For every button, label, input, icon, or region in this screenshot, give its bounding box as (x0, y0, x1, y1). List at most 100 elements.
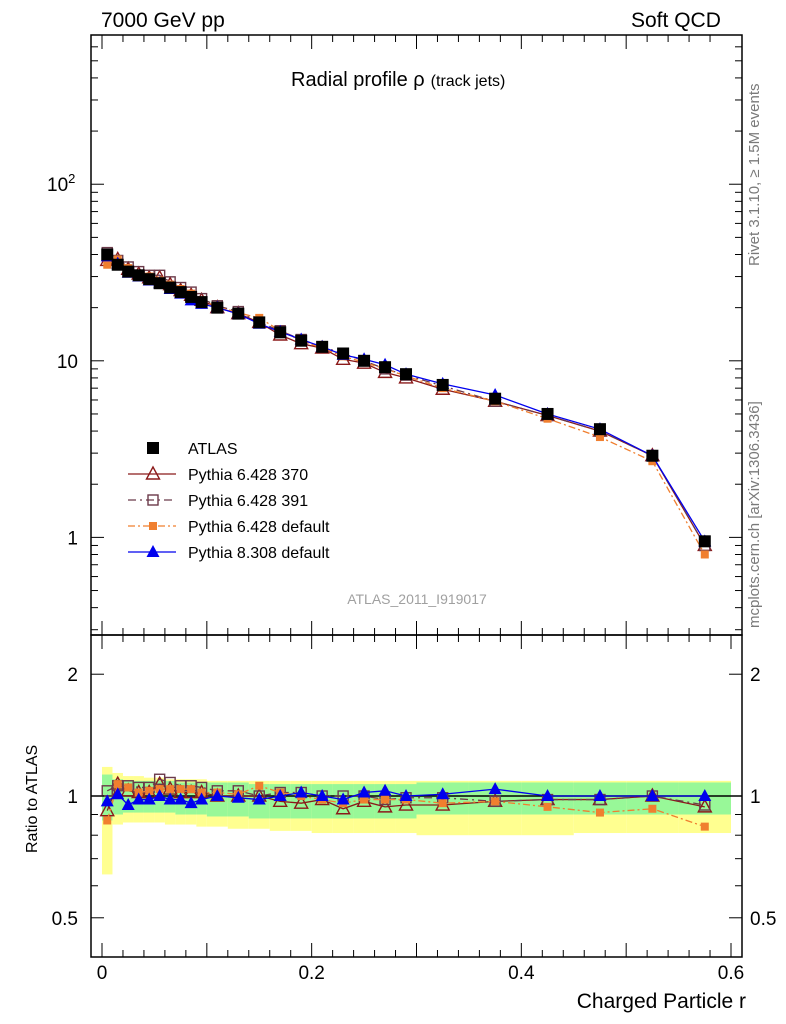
ratio-point (697, 798, 713, 813)
ratio-y-tick-label: 2 (67, 665, 78, 686)
ratio-point (174, 792, 188, 805)
data-point (593, 423, 606, 436)
data-point (164, 281, 177, 294)
series-atlas (101, 248, 711, 548)
ratio-y-axis: 0.5 0.5 1 1 2 2 (52, 665, 776, 958)
data-point (195, 296, 208, 309)
ratio-point (100, 794, 114, 807)
data-point (337, 347, 350, 360)
data-point (132, 269, 145, 282)
ratio-point (187, 785, 196, 794)
legend-label: ATLAS (188, 441, 238, 458)
ratio-point (648, 804, 657, 813)
legend-item-pythia-8-308-default: Pythia 8.308 default (128, 545, 330, 562)
ratio-point (153, 789, 167, 801)
ratio-point (124, 783, 133, 792)
main-panel: 1 10 102 Radial profile ρ (track jets) ATLA… (47, 34, 743, 636)
ratio-point (315, 789, 329, 801)
ratio-point (335, 800, 351, 815)
data-point (153, 277, 166, 290)
data-point (211, 301, 224, 314)
ratio-point (360, 795, 369, 804)
data-point (646, 449, 659, 462)
ratio-bands (91, 766, 742, 875)
ratio-point (491, 797, 500, 806)
ratio-point (231, 790, 245, 803)
ratio-point (541, 789, 555, 801)
legend-marker (147, 494, 159, 506)
ratio-x-axis: 0 0.2 0.4 0.6 (97, 635, 744, 984)
ratio-point (255, 781, 264, 790)
ratio-point (197, 788, 206, 797)
ratio-point (166, 785, 175, 794)
ratio-y-tick-label-right: 0.5 (750, 909, 776, 930)
data-point (143, 273, 156, 286)
ratio-point (103, 816, 112, 825)
data-point (122, 265, 135, 278)
legend-label: Pythia 6.428 391 (188, 493, 308, 510)
ratio-y-axis-label: Ratio to ATLAS (24, 745, 41, 853)
ratio-point (111, 787, 125, 800)
x-tick-label: 0.2 (298, 963, 324, 984)
main-y-tick-label: 1 (67, 528, 78, 549)
legend: ATLAS Pythia 6.428 370 Pythia 6.428 391 Pyt… (128, 441, 330, 562)
data-point (295, 334, 308, 347)
data-point (595, 433, 604, 442)
ratio-point (121, 798, 135, 811)
ratio-panel: 0.5 0.5 1 1 2 2 0 0.2 0.4 0.6 Ratio to ATLAS Cha… (24, 634, 776, 1013)
ratio-point (163, 792, 177, 805)
ratio-y-tick-label: 1 (67, 787, 78, 808)
legend-marker (147, 442, 159, 454)
ratio-point (145, 786, 154, 795)
data-point (400, 368, 413, 381)
ratio-point (698, 789, 712, 801)
ratio-point (273, 789, 287, 801)
data-point (541, 407, 554, 420)
ratio-point (377, 798, 393, 813)
ratio-point (645, 789, 659, 801)
category-label: Soft QCD (631, 9, 721, 32)
ratio-point (438, 799, 447, 808)
ratio-series-group (99, 773, 713, 831)
ratio-point (399, 789, 413, 801)
data-point (185, 290, 198, 303)
ratio-point (113, 780, 122, 789)
ratio-point (176, 785, 185, 794)
ratio-y-tick-label: 0.5 (52, 909, 78, 930)
x-tick-label: 0 (97, 963, 108, 984)
main-y-axis: 1 10 102 (47, 34, 742, 631)
data-point (103, 260, 112, 269)
data-point (253, 316, 266, 329)
energy-label: 7000 GeV pp (101, 9, 225, 32)
data-point (436, 378, 449, 391)
ratio-point (132, 792, 146, 805)
data-point (358, 354, 371, 367)
data-point (174, 286, 187, 299)
ratio-point (700, 822, 709, 831)
legend-marker (145, 465, 161, 480)
ratio-point (357, 785, 371, 798)
data-point (698, 535, 711, 548)
ratio-point (436, 787, 450, 800)
x-axis-label: Charged Particle r (577, 990, 746, 1013)
ratio-point (593, 789, 607, 801)
data-point (274, 326, 287, 339)
legend-label: Pythia 6.428 default (188, 519, 330, 536)
ratio-point (595, 808, 604, 817)
ratio-series-pythia-8-308-default (100, 782, 712, 811)
main-series-group (99, 246, 713, 559)
ratio-point (488, 782, 502, 795)
ratio-point (134, 788, 143, 797)
legend-item-atlas: ATLAS (147, 441, 238, 458)
legend-marker (146, 545, 160, 557)
data-point (316, 340, 329, 353)
chart-title: Radial profile ρ (track jets) (291, 69, 505, 91)
data-point (379, 361, 392, 374)
legend-label: Pythia 6.428 370 (188, 467, 308, 484)
ratio-point (294, 785, 308, 798)
x-tick-label: 0.6 (718, 963, 744, 984)
ratio-point (252, 792, 266, 805)
ratio-point (398, 796, 414, 811)
legend-item-pythia-6-428-370: Pythia 6.428 370 (128, 465, 308, 484)
legend-item-pythia-6-428-default: Pythia 6.428 default (128, 519, 330, 536)
